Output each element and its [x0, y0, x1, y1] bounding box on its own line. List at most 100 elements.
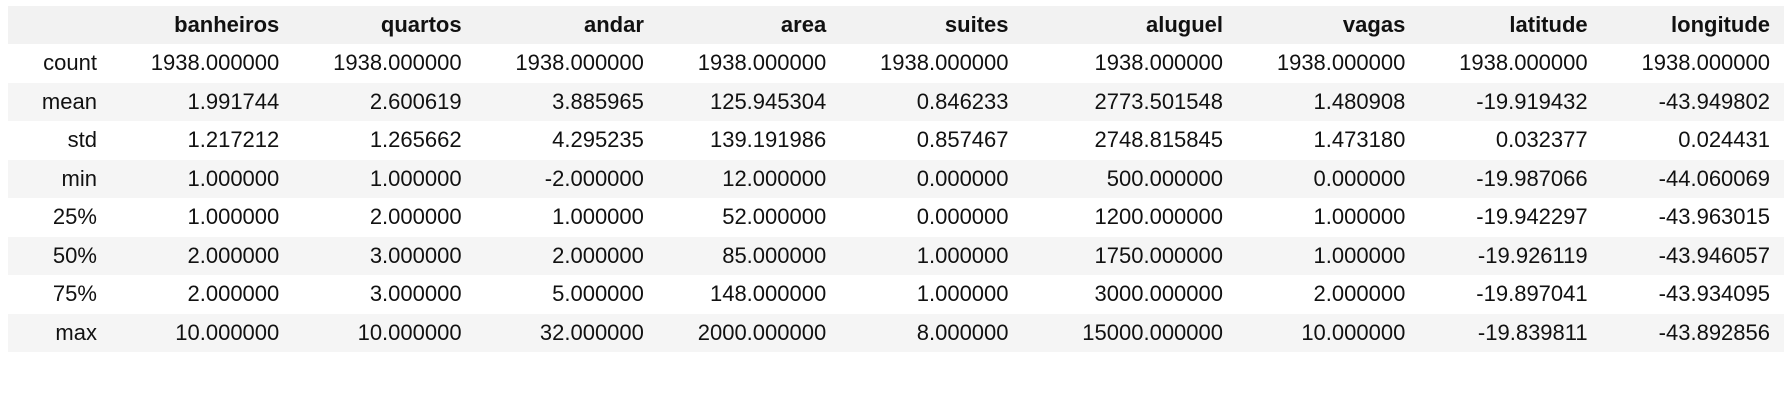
table-cell: -19.926119: [1477, 242, 1588, 268]
table-cell: 85.000000: [722, 242, 827, 268]
table-cell: 2.000000: [187, 242, 280, 268]
header-row: banheiros quartos andar area suites aluguel va…: [8, 6, 1784, 44]
table-cell: 3000.000000: [1094, 281, 1223, 307]
table-cell: 2.600619: [369, 88, 462, 114]
table-cell: 10.000000: [357, 319, 462, 345]
table-cell: 12.000000: [722, 165, 827, 191]
table-cell: 1938.000000: [150, 50, 280, 76]
table-cell: 1938.000000: [515, 50, 644, 76]
table-cell: 148.000000: [709, 281, 827, 307]
column-header-andar: andar: [583, 12, 644, 37]
dataframe-output: banheiros quartos andar area suites aluguel va…: [8, 6, 1784, 352]
table-cell: 1.217212: [187, 127, 280, 153]
row-label: mean: [41, 88, 97, 114]
table-cell: 1.000000: [187, 204, 280, 230]
column-header-longitude: longitude: [1671, 12, 1770, 37]
table-cell: -43.949802: [1658, 88, 1770, 114]
table-cell: 1.000000: [552, 204, 644, 230]
table-cell: 3.000000: [369, 242, 462, 268]
table-cell: 1200.000000: [1094, 204, 1223, 230]
table-cell: 2.000000: [552, 242, 644, 268]
table-cell: 2748.815845: [1094, 127, 1223, 153]
table-cell: 1938.000000: [333, 50, 462, 76]
table-cell: 2.000000: [1313, 281, 1406, 307]
column-header-area: area: [780, 12, 827, 37]
table-cell: 1.991744: [187, 88, 280, 114]
table-cell: 139.191986: [709, 127, 827, 153]
table-cell: 1938.000000: [1094, 50, 1223, 76]
column-header-latitude: latitude: [1509, 12, 1588, 37]
table-cell: 3.000000: [369, 281, 462, 307]
column-header-quartos: quartos: [380, 12, 462, 37]
table-cell: 52.000000: [722, 204, 827, 230]
column-header-suites: suites: [944, 12, 1009, 37]
table-cell: 2.000000: [187, 281, 280, 307]
table-cell: -19.987066: [1476, 165, 1588, 191]
table-cell: 1.265662: [369, 127, 462, 153]
table-cell: -44.060069: [1658, 165, 1770, 191]
table-row: min 1.000000 1.000000 -2.000000 12.000000 0.0…: [8, 159, 1784, 198]
table-row: 50% 2.000000 3.000000 2.000000 85.000000 1.00…: [8, 236, 1784, 275]
table-cell: 3.885965: [552, 88, 644, 114]
table-cell: 125.945304: [709, 88, 827, 114]
table-cell: 32.000000: [539, 319, 644, 345]
table-row: 25% 1.000000 2.000000 1.000000 52.000000 0.00…: [8, 198, 1784, 237]
table-cell: 1750.000000: [1094, 242, 1223, 268]
column-header-vagas: vagas: [1342, 12, 1406, 37]
table-cell: -19.839811: [1477, 319, 1588, 345]
table-cell: -43.946057: [1658, 242, 1770, 268]
row-label: min: [61, 165, 97, 191]
table-body: count 1938.000000 1938.000000 1938.000000 19…: [8, 44, 1784, 352]
table-cell: 1.473180: [1313, 127, 1406, 153]
table-cell: 4.295235: [552, 127, 644, 153]
table-cell: 8.000000: [916, 319, 1009, 345]
table-cell: -43.892856: [1658, 319, 1770, 345]
table-cell: 1938.000000: [1641, 50, 1770, 76]
table-header: banheiros quartos andar area suites aluguel va…: [8, 6, 1784, 44]
table-cell: 0.000000: [916, 165, 1009, 191]
row-label: 75%: [52, 281, 97, 307]
table-cell: 0.846233: [916, 88, 1009, 114]
table-cell: 0.024431: [1678, 127, 1770, 153]
table-cell: 1.000000: [916, 242, 1009, 268]
table-cell: 5.000000: [552, 281, 644, 307]
table-cell: 1.000000: [1313, 204, 1406, 230]
table-cell: -19.897041: [1476, 281, 1588, 307]
table-cell: 1.000000: [369, 165, 462, 191]
table-cell: 1938.000000: [697, 50, 827, 76]
table-cell: 0.000000: [1313, 165, 1406, 191]
row-label: 50%: [52, 242, 97, 268]
table-cell: 2.000000: [369, 204, 462, 230]
table-cell: 0.000000: [916, 204, 1009, 230]
table-cell: 0.857467: [916, 127, 1009, 153]
column-header-banheiros: banheiros: [174, 12, 280, 37]
row-label: 25%: [52, 204, 97, 230]
table-row: mean 1.991744 2.600619 3.885965 125.945304 0.…: [8, 82, 1784, 121]
table-cell: 10.000000: [175, 319, 280, 345]
table-cell: 1938.000000: [880, 50, 1009, 76]
table-cell: 500.000000: [1106, 165, 1223, 191]
table-cell: 1.480908: [1313, 88, 1406, 114]
table-cell: -2.000000: [544, 165, 644, 191]
row-label: max: [55, 319, 97, 345]
table-cell: -43.963015: [1658, 204, 1770, 230]
index-header: [8, 6, 111, 44]
table-cell: 10.000000: [1301, 319, 1406, 345]
column-header-aluguel: aluguel: [1145, 12, 1223, 37]
table-cell: -19.942297: [1476, 204, 1588, 230]
table-cell: 1.000000: [1313, 242, 1406, 268]
table-row: count 1938.000000 1938.000000 1938.000000 19…: [8, 44, 1784, 83]
table-cell: 0.032377: [1495, 127, 1588, 153]
table-cell: 1938.000000: [1276, 50, 1406, 76]
table-row: 75% 2.000000 3.000000 5.000000 148.000000 1.0…: [8, 275, 1784, 314]
row-label: count: [43, 50, 97, 76]
table-row: std 1.217212 1.265662 4.295235 139.191986 0.8…: [8, 121, 1784, 160]
table-cell: -43.934095: [1658, 281, 1770, 307]
table-cell: 2773.501548: [1094, 88, 1223, 114]
table-cell: 1938.000000: [1459, 50, 1588, 76]
table-row: max 10.000000 10.000000 32.000000 2000.00000…: [8, 313, 1784, 352]
table-cell: -19.919432: [1476, 88, 1588, 114]
table-cell: 2000.000000: [697, 319, 827, 345]
table-cell: 1.000000: [916, 281, 1009, 307]
table-cell: 1.000000: [187, 165, 280, 191]
